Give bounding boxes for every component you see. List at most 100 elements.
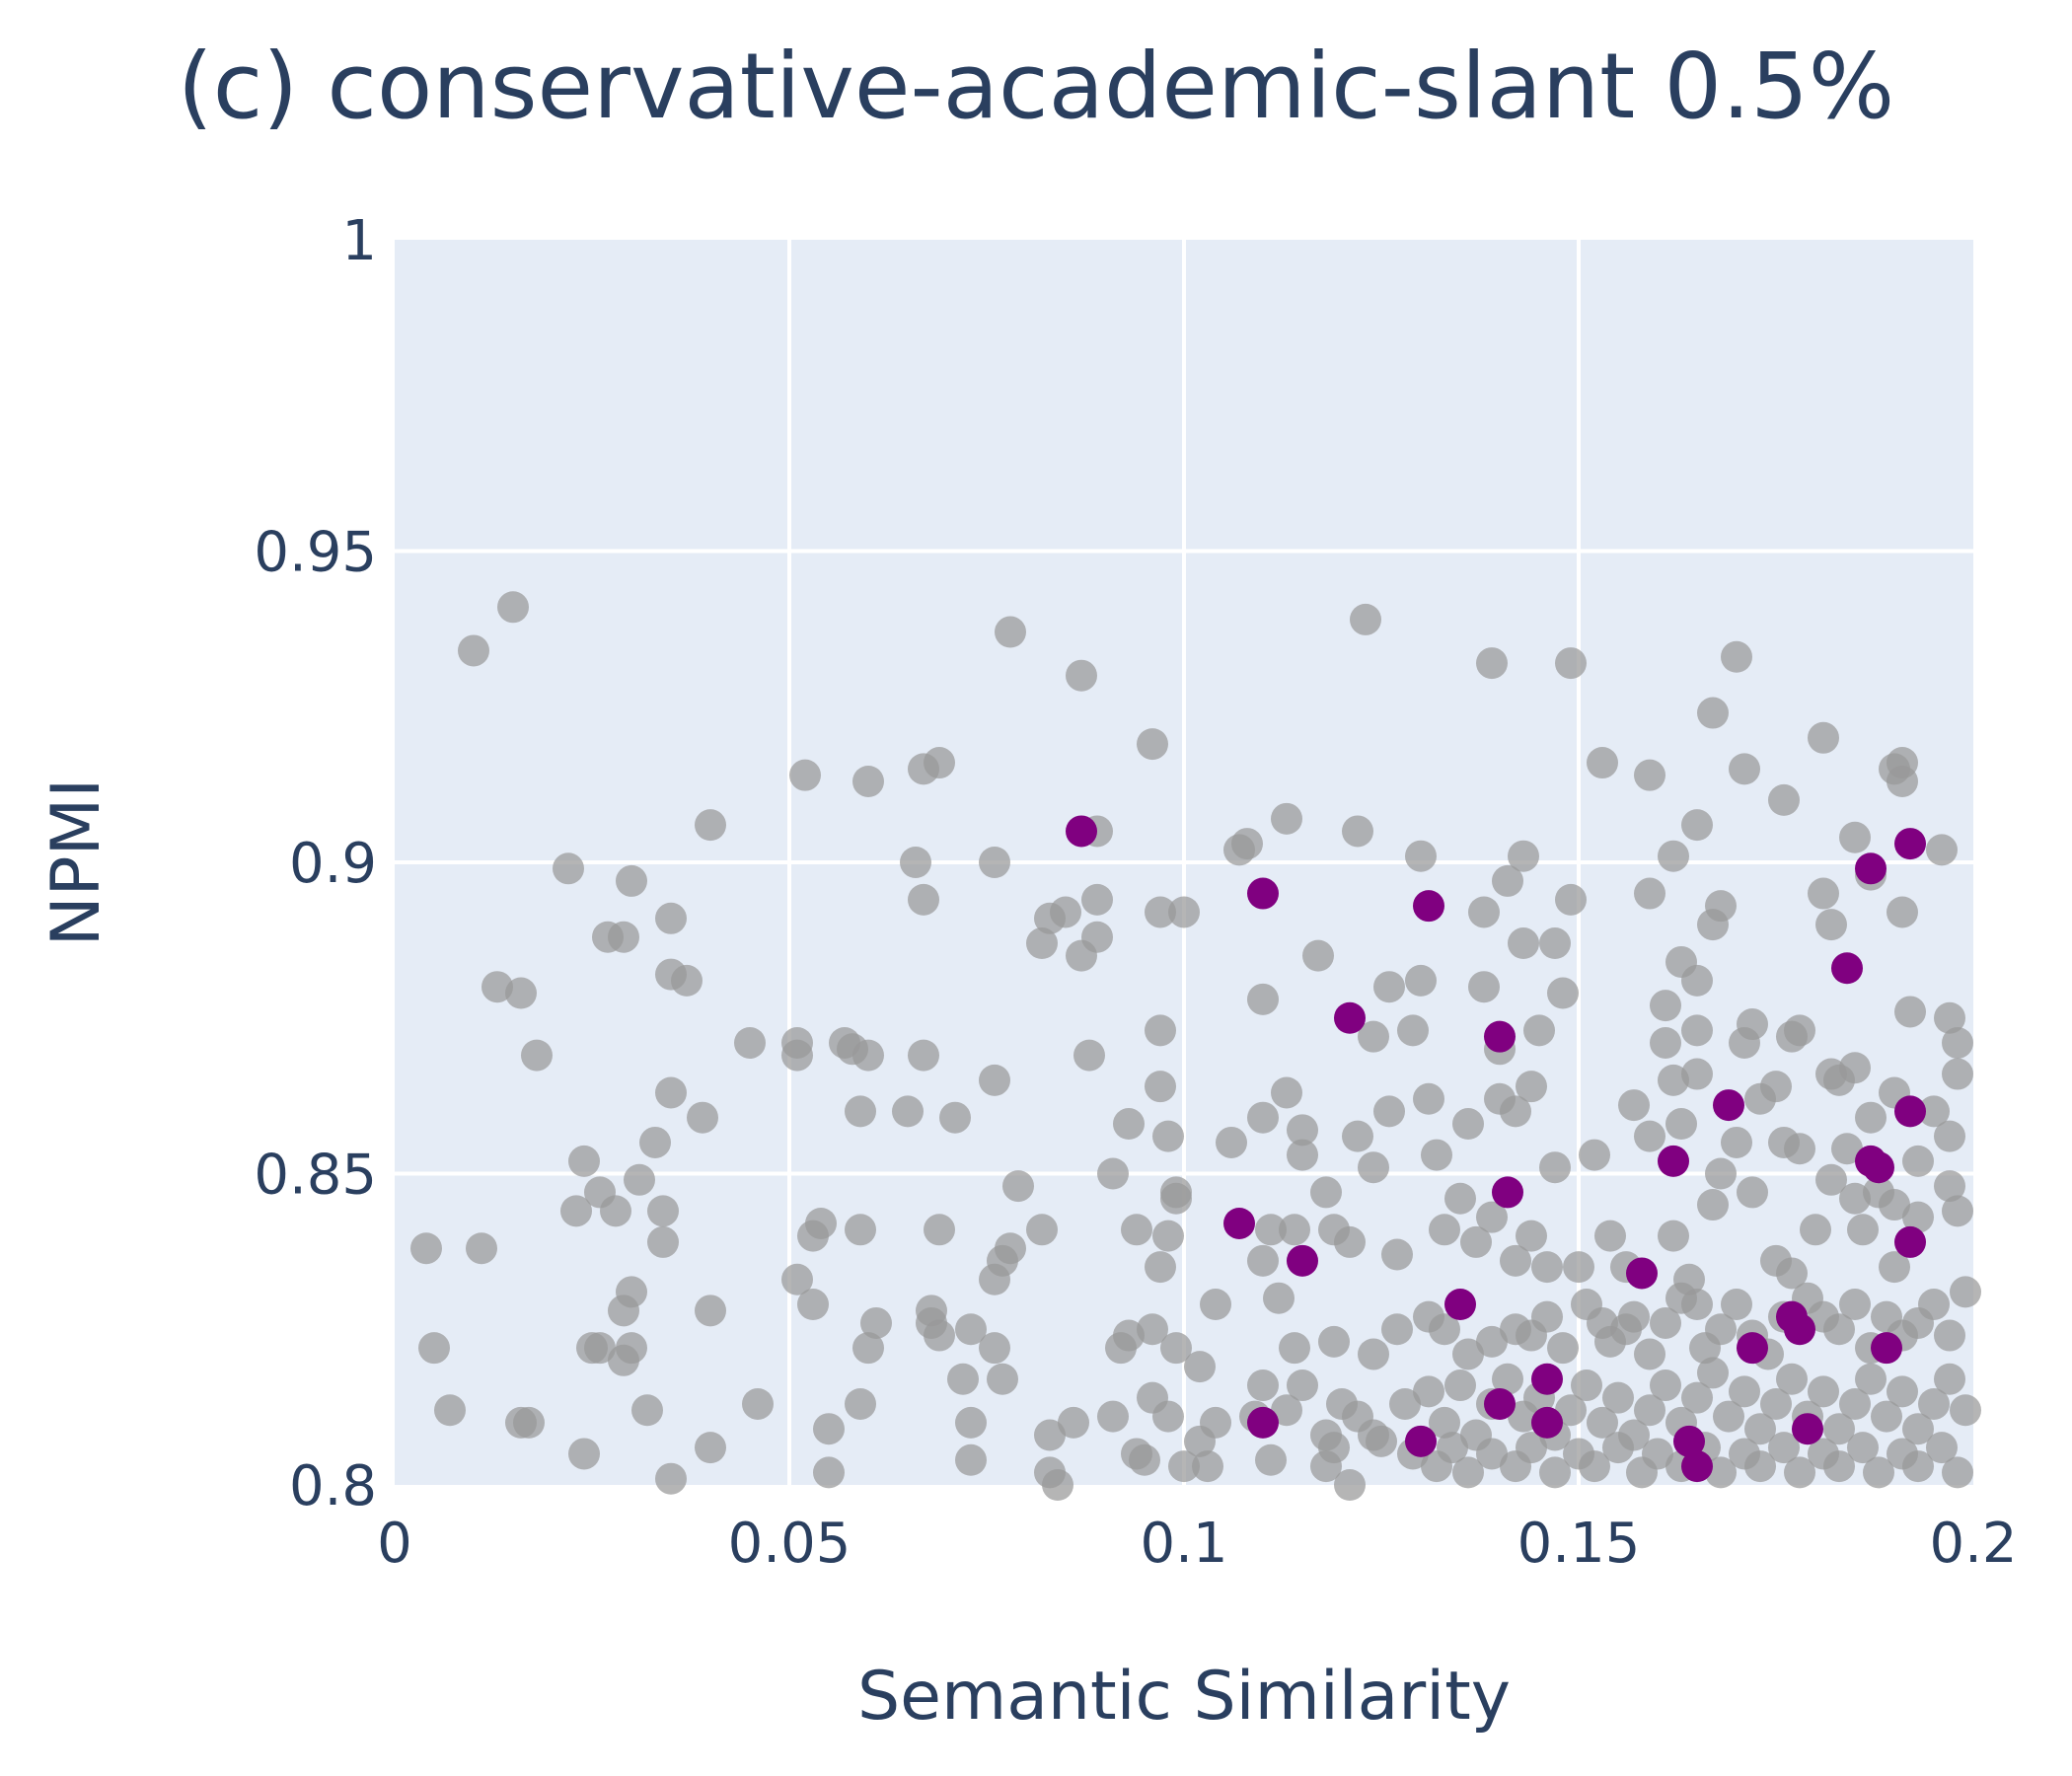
scatter-point-gray [1934,1363,1965,1395]
scatter-point-gray [1681,1014,1713,1047]
scatter-point-gray [1287,1114,1318,1147]
scatter-point-gray [1073,1039,1105,1072]
scatter-point-gray [813,1413,845,1445]
scatter-point-gray [1855,1101,1887,1134]
scatter-point-gray [1918,1387,1950,1420]
scatter-point-gray [1002,1170,1034,1203]
scatter-point-gray [1902,1450,1934,1483]
scatter-point-gray [1405,840,1437,872]
scatter-point-gray [734,1026,766,1059]
scatter-point-gray [781,1039,813,1072]
y-tick-label: 0.9 [289,832,377,896]
scatter-point-gray [1681,1058,1713,1090]
scatter-point-gray [1318,1432,1350,1464]
scatter-point-gray [1587,747,1618,779]
scatter-point-gray [1681,809,1713,842]
scatter-point-gray [1516,1071,1547,1103]
y-tick-label: 0.8 [289,1454,377,1518]
scatter-point-gray [1066,939,1097,972]
scatter-point-highlight [1831,952,1863,985]
scatter-point-gray [1168,896,1200,928]
scatter-point-gray [1152,1120,1184,1152]
scatter-point-gray [1887,1375,1918,1408]
scatter-point-gray [1658,840,1689,872]
scatter-point-gray [1137,728,1168,761]
scatter-point-gray [1137,1313,1168,1346]
scatter-point-gray [1839,1289,1871,1321]
scatter-point-gray [1815,909,1847,941]
scatter-point-highlight [1713,1089,1744,1122]
scatter-point-gray [1042,1469,1073,1501]
scatter-point-gray [655,1076,687,1109]
scatter-point-gray [608,1295,639,1327]
scatter-point-gray [1247,1101,1279,1134]
scatter-point-gray [1373,1095,1405,1128]
scatter-point-gray [1831,1133,1863,1165]
scatter-point-gray [924,747,955,779]
scatter-point-gray [987,1363,1018,1395]
scatter-point-gray [584,1332,616,1365]
scatter-point-gray [852,765,884,797]
scatter-point-gray [805,1207,837,1239]
scatter-point-gray [655,902,687,934]
scatter-point-gray [1744,1413,1776,1445]
scatter-point-gray [1823,1450,1855,1483]
scatter-point-gray [1555,647,1587,680]
scatter-point-gray [434,1394,466,1427]
scatter-point-gray [1879,1251,1910,1284]
scatter-point-gray [1358,1151,1389,1184]
scatter-point-gray [1800,1214,1831,1246]
scatter-point-gray [1681,1381,1713,1414]
scatter-point-highlight [1531,1363,1563,1395]
scatter-point-gray [560,1195,592,1227]
scatter-point-highlight [1784,1313,1815,1346]
scatter-point-gray [1271,802,1302,835]
scatter-point-gray [1476,1438,1508,1470]
scatter-point-gray [852,1039,884,1072]
scatter-point-highlight [1673,1425,1705,1457]
scatter-point-gray [1492,864,1523,897]
x-axis-title: Semantic Similarity [857,1658,1511,1736]
scatter-point-gray [1152,1400,1184,1433]
scatter-point-highlight [1894,828,1926,860]
scatter-point-gray [845,1095,876,1128]
scatter-point-gray [1587,1406,1618,1439]
scatter-point-gray [924,1319,955,1352]
scatter-point-highlight [1871,1332,1902,1365]
scatter-point-gray [1066,659,1097,692]
scatter-point-highlight [1658,1145,1689,1177]
scatter-point-gray [995,616,1026,648]
scatter-point-gray [1160,1332,1192,1365]
scatter-point-gray [1737,1176,1768,1209]
scatter-point-gray [1334,1225,1366,1258]
scatter-point-gray [1145,1014,1176,1047]
scatter-point-highlight [1223,1207,1255,1239]
scatter-point-gray [1413,1082,1444,1115]
scatter-point-gray [1081,883,1113,916]
scatter-point-gray [1437,1432,1468,1464]
scatter-point-highlight [1855,852,1887,885]
scatter-point-gray [1634,1338,1665,1370]
scatter-point-gray [1389,1387,1421,1420]
scatter-point-gray [979,847,1010,878]
scatter-point-gray [1381,1238,1413,1271]
scatter-point-gray [1721,640,1752,673]
scatter-point-gray [979,1332,1010,1365]
scatter-point-gray [1271,1394,1302,1427]
scatter-point-gray [852,1332,884,1365]
scatter-point-gray [695,1295,726,1327]
scatter-point-gray [1902,1145,1934,1177]
scatter-point-gray [1350,603,1381,635]
scatter-point-highlight [1484,1387,1516,1420]
scatter-point-gray [860,1306,892,1339]
scatter-point-gray [1421,1139,1452,1171]
scatter-point-gray [1784,1456,1815,1489]
scatter-point-gray [1523,1014,1555,1047]
scatter-point-gray [892,1095,924,1128]
scatter-point-gray [1942,1456,1973,1489]
scatter-point-gray [1200,1289,1231,1321]
scatter-point-gray [1776,1020,1808,1053]
scatter-point-gray [1918,1289,1950,1321]
scatter-point-gray [1531,1300,1563,1333]
scatter-point-gray [1468,896,1500,928]
